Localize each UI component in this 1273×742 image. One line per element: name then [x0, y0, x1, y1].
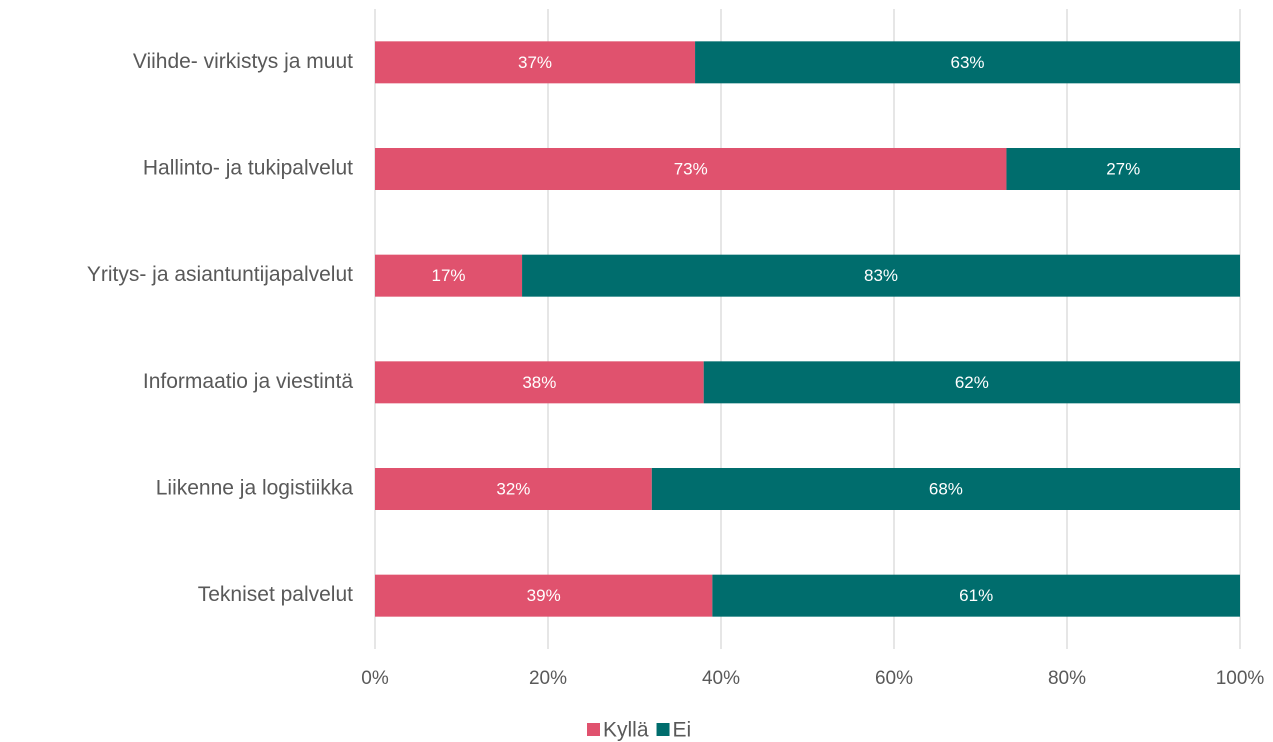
x-tick-label: 100% — [1216, 668, 1265, 689]
bar-segment — [375, 41, 696, 84]
data-label: 37% — [518, 53, 552, 72]
data-label: 62% — [955, 373, 989, 392]
data-label: 38% — [522, 373, 556, 392]
bar-segment — [375, 254, 523, 297]
bar-segment — [375, 361, 704, 404]
x-tick-label: 20% — [529, 668, 567, 689]
data-label: 17% — [432, 266, 466, 285]
y-tick-label: Hallinto- ja tukipalvelut — [143, 157, 353, 180]
data-label: 83% — [864, 266, 898, 285]
bar-segment — [522, 254, 1240, 297]
data-label: 73% — [674, 159, 708, 178]
y-tick-label: Yritys- ja asiantuntijapalvelut — [87, 263, 353, 286]
data-label: 39% — [527, 586, 561, 605]
x-tick-label: 60% — [875, 668, 913, 689]
y-tick-label: Viihde- virkistys ja muut — [133, 50, 353, 73]
y-tick-label: Tekniset palvelut — [198, 583, 353, 606]
bar-segment — [703, 361, 1240, 404]
legend-label: Kyllä — [603, 719, 649, 742]
bar-segment — [375, 574, 713, 617]
x-tick-label: 40% — [702, 668, 740, 689]
legend-label: Ei — [673, 719, 692, 742]
y-tick-label: Liikenne ja logistiikka — [156, 477, 354, 500]
data-label: 68% — [929, 479, 963, 498]
bar-segment — [695, 41, 1240, 84]
bar-segment — [712, 574, 1240, 617]
bar-segment — [375, 148, 1007, 190]
y-tick-label: Informaatio ja viestintä — [143, 370, 353, 393]
legend-swatch — [656, 723, 670, 736]
data-label: 61% — [959, 586, 993, 605]
x-tick-label: 80% — [1048, 668, 1086, 689]
bar-segment — [1006, 148, 1240, 190]
data-label: 63% — [951, 53, 985, 72]
legend-swatch — [587, 723, 600, 736]
data-label: 27% — [1106, 159, 1140, 178]
data-label: 32% — [496, 479, 530, 498]
bar-segment — [375, 468, 652, 510]
bar-segment — [651, 468, 1240, 510]
x-tick-label: 0% — [361, 668, 389, 689]
